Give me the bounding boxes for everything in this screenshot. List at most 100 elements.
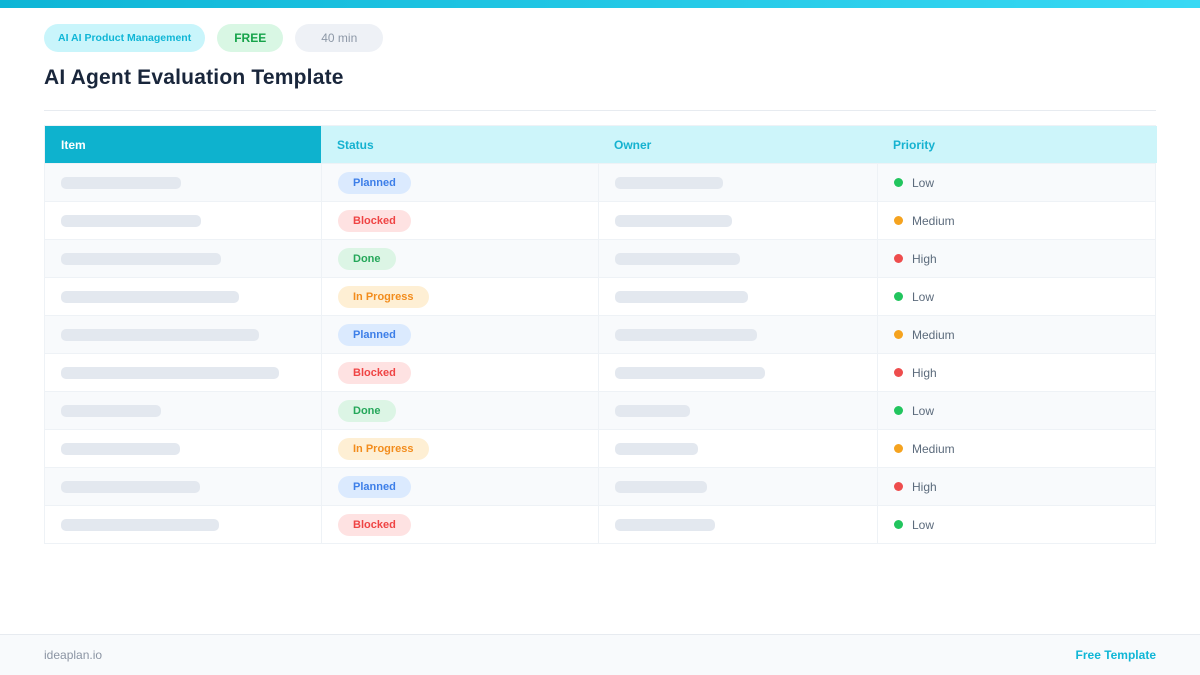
item-cell	[45, 316, 321, 353]
priority-cell: High	[877, 468, 1157, 505]
table-row: In Progress Medium	[45, 429, 1155, 467]
item-placeholder	[61, 290, 239, 303]
item-placeholder	[61, 480, 200, 493]
owner-cell	[598, 392, 877, 429]
priority-cell: Low	[877, 164, 1157, 201]
owner-placeholder	[615, 518, 715, 531]
item-cell	[45, 202, 321, 239]
owner-cell	[598, 468, 877, 505]
status-badge: In Progress	[338, 285, 429, 308]
priority-label: Low	[912, 403, 935, 418]
priority-dot-icon	[894, 330, 903, 339]
priority-cell: Low	[877, 392, 1157, 429]
status-cell: In Progress	[321, 430, 598, 467]
priority-label: High	[912, 479, 937, 494]
item-placeholder	[61, 366, 279, 379]
status-badge: Blocked	[338, 513, 411, 536]
item-placeholder	[61, 404, 161, 417]
table-row: Blocked Medium	[45, 201, 1155, 239]
owner-placeholder	[615, 176, 723, 189]
table-row: Blocked Low	[45, 505, 1155, 543]
column-header-priority: Priority	[877, 126, 1157, 163]
item-placeholder	[61, 328, 259, 341]
item-placeholder	[61, 176, 181, 189]
status-badge: In Progress	[338, 437, 429, 460]
free-template-link[interactable]: Free Template	[1075, 648, 1156, 662]
owner-placeholder	[615, 214, 732, 227]
priority-label: Medium	[912, 213, 955, 228]
table-row: In Progress Low	[45, 277, 1155, 315]
owner-placeholder	[615, 290, 748, 303]
owner-cell	[598, 164, 877, 201]
status-cell: Planned	[321, 316, 598, 353]
status-badge: Planned	[338, 475, 411, 498]
table-row: Blocked High	[45, 353, 1155, 391]
item-placeholder	[61, 518, 219, 531]
owner-cell	[598, 278, 877, 315]
priority-dot-icon	[894, 254, 903, 263]
status-cell: Blocked	[321, 354, 598, 391]
owner-cell	[598, 506, 877, 543]
priority-dot-icon	[894, 216, 903, 225]
item-cell	[45, 506, 321, 543]
status-badge: Done	[338, 399, 396, 422]
status-badge: Blocked	[338, 361, 411, 384]
priority-dot-icon	[894, 368, 903, 377]
table-body: Planned Low Blocked Medium Done High In Progre…	[45, 163, 1155, 543]
priority-label: Low	[912, 175, 935, 190]
item-cell	[45, 164, 321, 201]
status-cell: Blocked	[321, 202, 598, 239]
priority-dot-icon	[894, 520, 903, 529]
owner-placeholder	[615, 328, 757, 341]
priority-label: High	[912, 365, 937, 380]
status-badge: Done	[338, 247, 396, 270]
table-row: Done Low	[45, 391, 1155, 429]
owner-cell	[598, 430, 877, 467]
evaluation-table: Item Status Owner Priority Planned Low Blo…	[44, 125, 1157, 544]
status-cell: Planned	[321, 468, 598, 505]
status-cell: Blocked	[321, 506, 598, 543]
page-title: AI Agent Evaluation Template	[44, 66, 344, 89]
item-cell	[45, 278, 321, 315]
table-row: Done High	[45, 239, 1155, 277]
status-badge: Planned	[338, 323, 411, 346]
table-row: Planned Medium	[45, 315, 1155, 353]
owner-placeholder	[615, 252, 740, 265]
badge-row: AI AI Product Management FREE 40 min	[44, 24, 1156, 52]
column-header-owner: Owner	[598, 126, 877, 163]
page-content: AI AI Product Management FREE 40 min AI …	[0, 24, 1200, 544]
footer: ideaplan.io Free Template	[0, 634, 1200, 675]
item-cell	[45, 468, 321, 505]
table-row: Planned Low	[45, 163, 1155, 201]
column-header-item: Item	[45, 126, 321, 163]
item-placeholder	[61, 252, 221, 265]
owner-placeholder	[615, 442, 698, 455]
priority-cell: Medium	[877, 202, 1157, 239]
priority-label: Medium	[912, 441, 955, 456]
priority-cell: Medium	[877, 316, 1157, 353]
item-cell	[45, 354, 321, 391]
free-badge: FREE	[217, 24, 284, 52]
status-badge: Planned	[338, 171, 411, 194]
duration-badge: 40 min	[295, 24, 384, 52]
item-placeholder	[61, 214, 201, 227]
priority-cell: Low	[877, 278, 1157, 315]
table-row: Planned High	[45, 467, 1155, 505]
status-cell: Planned	[321, 164, 598, 201]
owner-placeholder	[615, 366, 765, 379]
status-badge: Blocked	[338, 209, 411, 232]
top-accent-bar	[0, 0, 1200, 8]
priority-cell: Low	[877, 506, 1157, 543]
status-cell: Done	[321, 392, 598, 429]
priority-dot-icon	[894, 444, 903, 453]
owner-cell	[598, 240, 877, 277]
priority-dot-icon	[894, 482, 903, 491]
priority-dot-icon	[894, 292, 903, 301]
item-cell	[45, 240, 321, 277]
category-badge[interactable]: AI AI Product Management	[44, 24, 206, 52]
priority-cell: High	[877, 354, 1157, 391]
priority-label: Medium	[912, 327, 955, 342]
footer-site-label: ideaplan.io	[44, 648, 103, 662]
priority-label: Low	[912, 289, 935, 304]
owner-placeholder	[615, 480, 707, 493]
